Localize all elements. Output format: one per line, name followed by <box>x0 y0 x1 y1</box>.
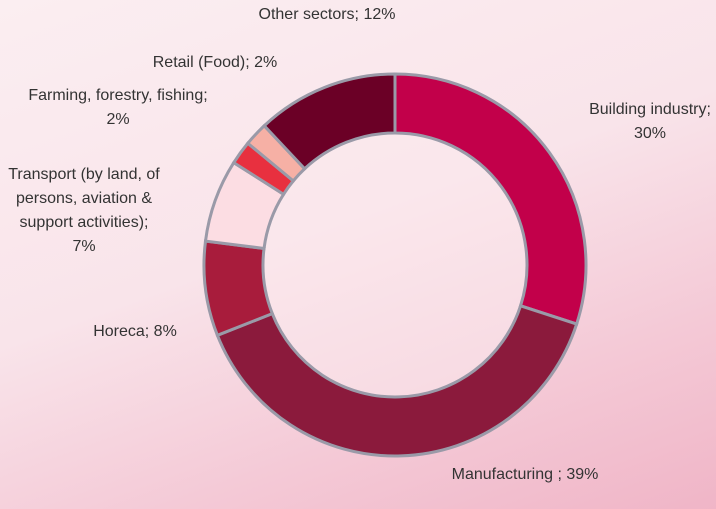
center-fill <box>235 105 555 425</box>
data-label: Retail (Food); 2% <box>152 54 278 71</box>
data-label: Building industry; 30% <box>589 101 711 142</box>
donut-segment <box>215 303 579 458</box>
data-label: Manufacturing ; 39% <box>451 466 599 483</box>
donut-segment <box>262 72 397 171</box>
data-label: Farming, forestry, fishing; 2% <box>28 87 208 128</box>
donut-segment <box>393 72 588 326</box>
data-label: Transport (by land, of persons, aviation… <box>8 166 160 255</box>
data-label: Horeca; 8% <box>93 323 177 340</box>
data-label: Other sectors; 12% <box>258 6 396 23</box>
